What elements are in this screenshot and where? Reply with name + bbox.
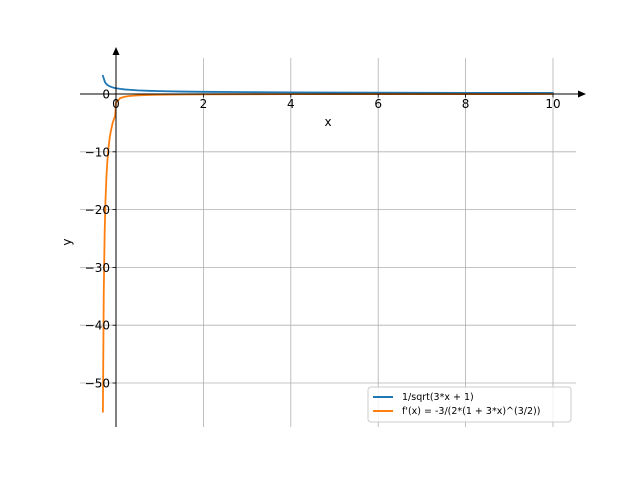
legend-box xyxy=(367,386,572,423)
x-tick-label: 8 xyxy=(462,97,470,111)
x-tick-label: 10 xyxy=(545,97,560,111)
series-line-1 xyxy=(101,74,554,94)
axes xyxy=(80,47,586,427)
y-tick-label: 0 xyxy=(102,88,110,102)
legend-label-series-1: 1/sqrt(3*x + 1) xyxy=(402,392,474,403)
y-axis-arrow-icon xyxy=(112,47,120,55)
x-tick-label: 2 xyxy=(200,97,208,111)
grid xyxy=(80,58,576,427)
x-tick-label: 0 xyxy=(112,97,120,111)
x-axis-arrow-icon xyxy=(578,90,586,98)
y-tick-label: −40 xyxy=(85,319,110,333)
y-tick-label: −50 xyxy=(85,377,110,391)
y-tick-label: −20 xyxy=(85,203,110,217)
tick-labels: 0 2 4 6 8 10 0 −10 −20 −30 −40 −50 xyxy=(85,88,561,391)
y-tick-label: −10 xyxy=(85,145,110,159)
legend-label-series-2: f'(x) = -3/(2*(1 + 3*x)^(3/2)) xyxy=(402,406,540,417)
legend: 1/sqrt(3*x + 1) f'(x) = -3/(2*(1 + 3*x)^… xyxy=(367,386,572,423)
y-tick-label: −30 xyxy=(85,261,110,275)
x-axis-label: x xyxy=(324,115,331,129)
y-axis-label: y xyxy=(60,238,74,245)
x-tick-label: 6 xyxy=(374,97,382,111)
x-tick-label: 4 xyxy=(287,97,295,111)
series-line-2 xyxy=(101,93,554,413)
